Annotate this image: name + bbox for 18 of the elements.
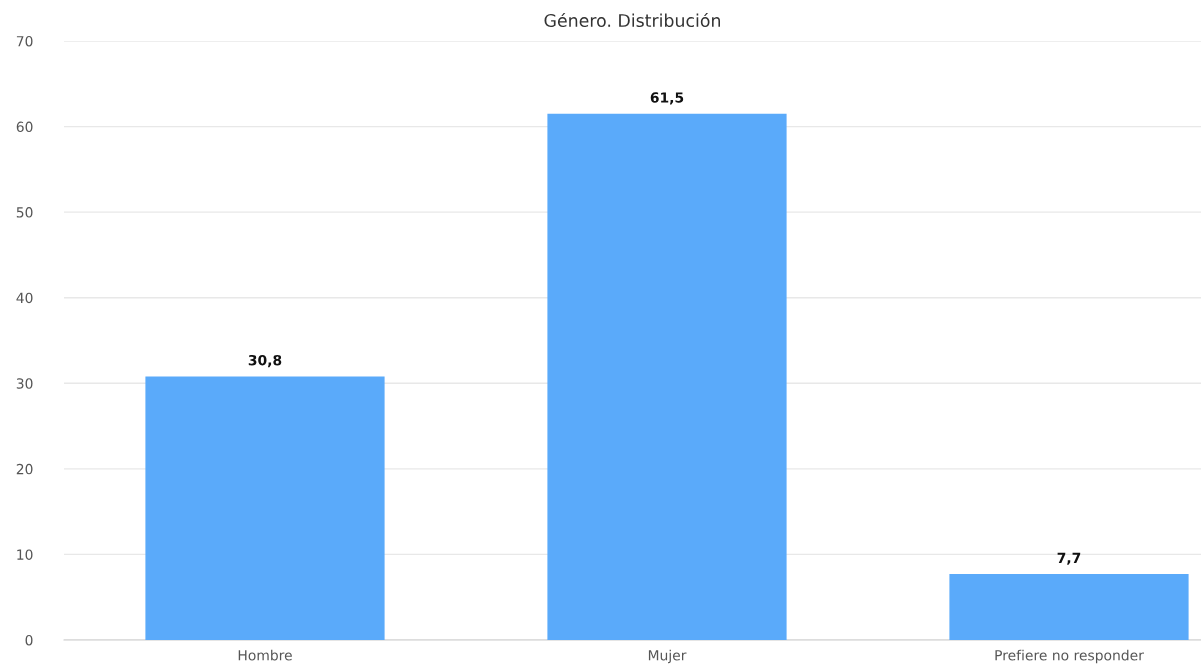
x-tick-label: Hombre <box>238 649 292 661</box>
y-tick-label: 40 <box>16 292 33 304</box>
y-tick-label: 50 <box>16 207 33 218</box>
bar <box>145 376 385 640</box>
data-label: 7,7 <box>1057 552 1081 565</box>
chart-title: Género. Distribución <box>544 12 720 28</box>
y-tick-label: 0 <box>25 634 33 646</box>
data-label: 61,5 <box>650 92 684 105</box>
x-tick-label: Prefiere no responder <box>995 649 1144 664</box>
bar <box>547 113 787 640</box>
y-tick-label: 10 <box>17 549 33 560</box>
y-tick-label: 60 <box>16 121 33 133</box>
y-tick-label: 70 <box>16 35 33 47</box>
y-tick-label: 20 <box>16 463 33 475</box>
bar <box>949 574 1189 640</box>
x-tick-label: Mujer <box>648 649 687 664</box>
data-label: 30,8 <box>248 354 282 368</box>
y-tick-label: 30 <box>16 378 33 389</box>
